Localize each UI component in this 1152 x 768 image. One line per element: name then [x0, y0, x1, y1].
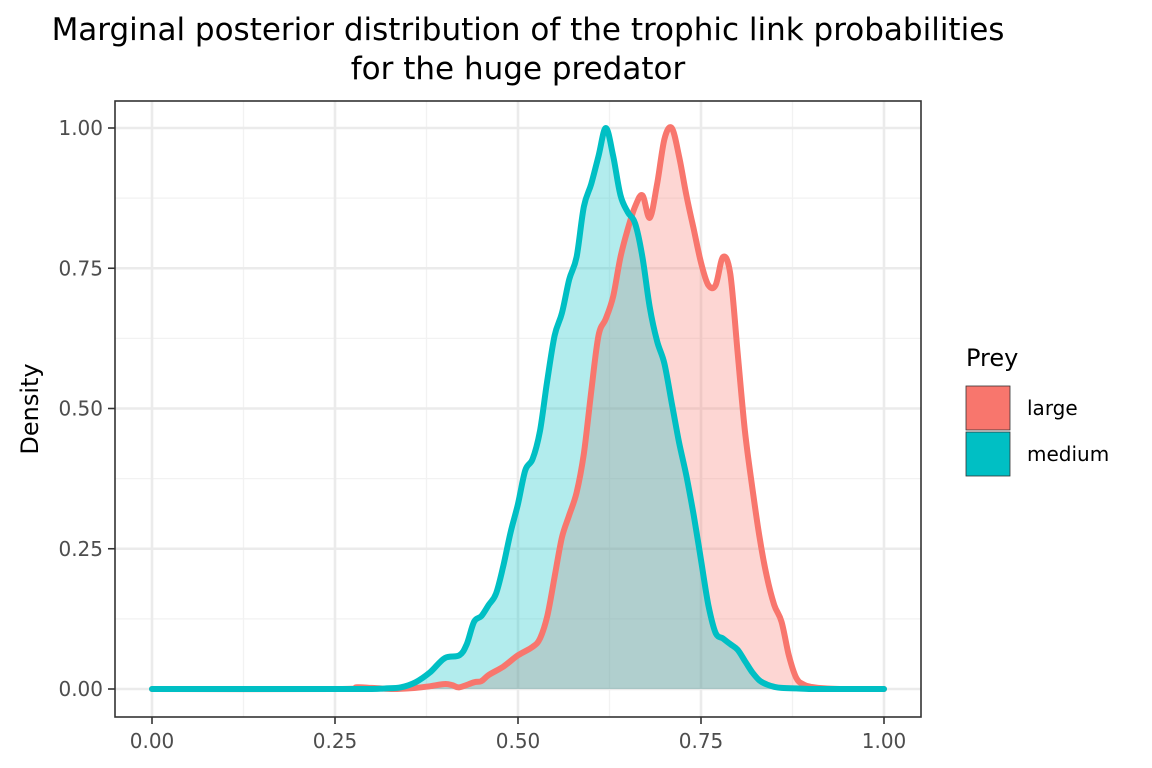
y-axis-title: Density: [16, 363, 44, 454]
y-tick-label: 0.00: [58, 677, 103, 701]
x-tick-label: 0.75: [679, 729, 724, 753]
x-tick-label: 1.00: [862, 729, 907, 753]
x-tick-label: 0.50: [496, 729, 541, 753]
legend: Prey large medium: [965, 344, 1109, 477]
density-line-medium: [149, 125, 887, 693]
y-tick-label: 1.00: [58, 116, 103, 140]
legend-title: Prey: [966, 344, 1018, 372]
y-tick-label: 0.25: [58, 537, 103, 561]
plot-panel: [114, 100, 922, 718]
y-tick-label: 0.75: [58, 256, 103, 280]
y-axis: 0.00 0.25 0.50 0.75 1.00: [58, 116, 115, 701]
chart-title-line-1: Marginal posterior distribution of the t…: [52, 12, 1005, 48]
x-tick-label: 0.25: [313, 729, 358, 753]
y-tick-label: 0.50: [58, 397, 103, 421]
legend-label-medium: medium: [1027, 442, 1109, 466]
density-area-medium: [152, 128, 884, 690]
legend-label-large: large: [1027, 396, 1078, 420]
legend-key-large: [965, 385, 1011, 431]
x-tick-label: 0.00: [130, 729, 175, 753]
density-line-large: [149, 124, 887, 693]
legend-key-medium: [965, 431, 1011, 477]
chart-title-line-2: for the huge predator: [351, 51, 686, 87]
x-axis: 0.00 0.25 0.50 0.75 1.00: [130, 717, 907, 753]
